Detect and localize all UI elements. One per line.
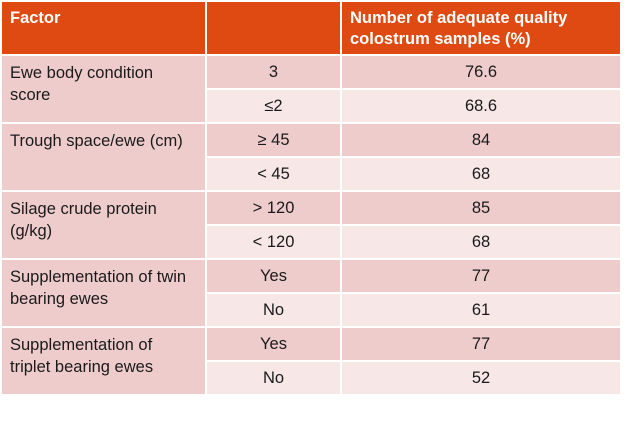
factor-cell: Ewe body condition score: [0, 54, 207, 124]
level-cell: > 120: [205, 190, 342, 226]
value-cell: 84: [340, 122, 622, 158]
colostrum-quality-table: Factor Number of adequate quality colost…: [0, 0, 622, 396]
table-row: < 45 68: [1, 156, 622, 192]
colostrum-table-container: Factor Number of adequate quality colost…: [0, 0, 622, 396]
value-cell: 68.6: [340, 88, 622, 124]
value-cell: 77: [340, 258, 622, 294]
value-cell: 68: [340, 224, 622, 260]
level-cell: ≤2: [205, 88, 342, 124]
factor-cell: Supplementation of twin bearing ewes: [0, 258, 207, 328]
value-cell: 85: [340, 190, 622, 226]
table-row: No 52: [1, 360, 622, 396]
table-row: Supplementation of triplet bearing ewes …: [0, 326, 622, 396]
value-cell: 68: [340, 156, 622, 192]
level-cell: ≥ 45: [205, 122, 342, 158]
level-cell: < 45: [205, 156, 342, 192]
table-row: < 120 68: [1, 224, 622, 260]
level-cell: No: [205, 292, 342, 328]
level-cell: < 120: [205, 224, 342, 260]
value-cell: 61: [340, 292, 622, 328]
value-cell: 52: [340, 360, 622, 396]
table-row: Supplementation of twin bearing ewes Yes…: [0, 258, 622, 328]
table-row: Ewe body condition score 3 76.6: [0, 54, 622, 124]
level-cell: 3: [205, 54, 342, 90]
header-level: [205, 0, 342, 56]
table-row: Trough space/ewe (cm) ≥ 45 84: [0, 122, 622, 192]
table-row: Silage crude protein (g/kg) > 120 85: [0, 190, 622, 260]
factor-cell: Supplementation of triplet bearing ewes: [0, 326, 207, 396]
header-value: Number of adequate quality colostrum sam…: [340, 0, 622, 56]
table-row: ≤2 68.6: [1, 88, 622, 124]
level-cell: Yes: [205, 258, 342, 294]
factor-cell: Trough space/ewe (cm): [0, 122, 207, 192]
header-row: Factor Number of adequate quality colost…: [0, 0, 622, 56]
value-cell: 77: [340, 326, 622, 362]
level-cell: No: [205, 360, 342, 396]
factor-cell: Silage crude protein (g/kg): [0, 190, 207, 260]
header-factor: Factor: [0, 0, 207, 56]
level-cell: Yes: [205, 326, 342, 362]
table-row: No 61: [1, 292, 622, 328]
value-cell: 76.6: [340, 54, 622, 90]
